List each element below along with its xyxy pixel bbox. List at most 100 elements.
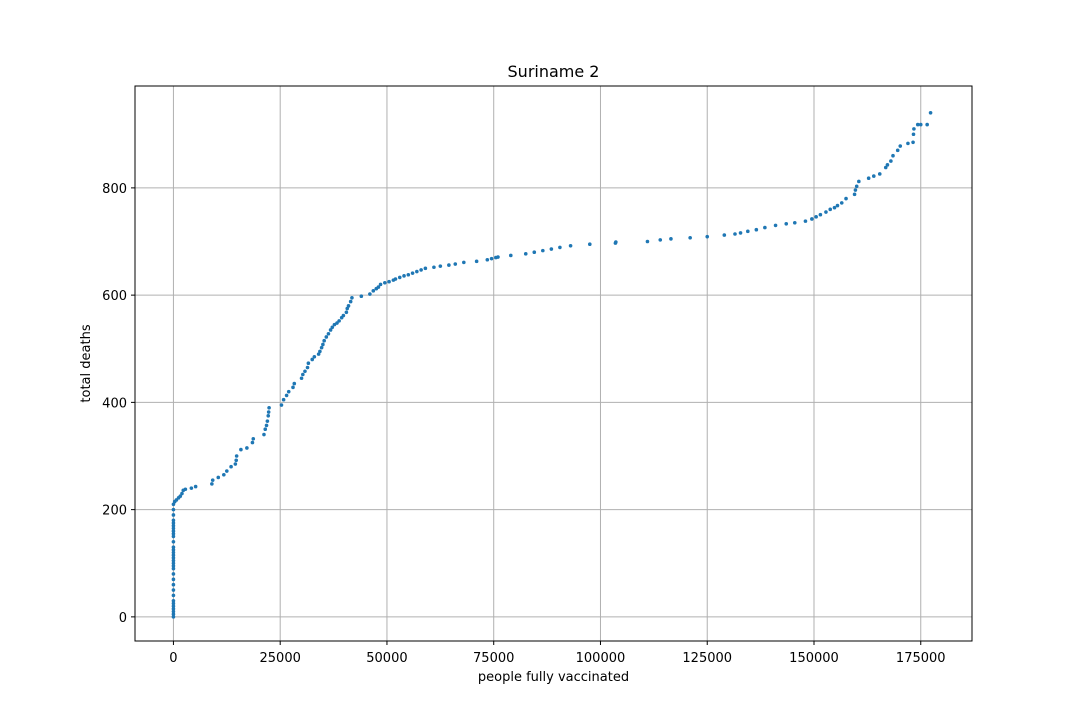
data-point [171,615,176,619]
data-point [368,292,372,296]
data-point [568,243,573,248]
data-point [438,264,443,268]
data-point [587,242,592,246]
data-point [419,268,423,272]
data-point [222,472,226,477]
data-point [171,609,176,614]
data-point [746,229,750,234]
data-point [239,447,243,452]
x-tick-label: 75000 [473,651,514,666]
data-point [171,582,176,587]
data-point [688,235,692,240]
data-point [245,446,249,450]
data-point [303,369,307,374]
data-point [835,203,840,208]
data-point [915,122,920,127]
data-point [558,245,562,250]
data-point [171,553,176,558]
data-point [171,566,176,571]
data-point [171,521,176,525]
data-point [234,454,239,458]
data-point [171,612,176,616]
data-point [891,153,895,158]
data-point [301,372,305,377]
y-axis-ticks: 0 200 400 600 800 [102,182,135,626]
data-point [344,310,349,315]
data-point [171,507,176,512]
data-point [895,148,900,153]
x-tick-label: 0 [169,651,177,666]
data-point [928,111,933,115]
data-point [210,478,215,482]
x-tick-label: 50000 [366,651,407,666]
y-tick-label: 200 [102,504,127,519]
data-point [326,331,331,336]
data-point [337,319,341,323]
data-point [474,259,479,264]
y-tick-label: 0 [119,611,127,626]
data-point [918,122,923,127]
data-point [171,601,176,606]
data-point [387,279,391,284]
data-point [832,205,837,210]
data-point [171,539,176,544]
data-point [738,231,743,235]
data-point [773,223,778,228]
data-point [784,222,789,226]
x-tick-label: 25000 [260,651,301,666]
data-point [532,250,537,255]
data-point [318,349,322,354]
data-point [306,361,311,366]
data-point [171,607,176,611]
data-point [669,237,673,241]
data-point [852,192,857,197]
data-point [299,376,304,381]
data-point [171,534,176,539]
data-point [889,159,893,163]
data-point [393,277,398,281]
data-point [171,526,176,531]
data-point [225,469,229,473]
data-point [171,561,176,566]
data-point [541,248,545,253]
data-point [911,140,915,145]
data-point [754,227,759,232]
data-point [645,239,650,244]
data-point [178,494,183,499]
x-tick-label: 175000 [896,651,946,666]
data-point [415,269,419,274]
data-point [523,252,528,256]
data-point [171,558,176,563]
data-point [792,220,797,225]
data-point [453,262,458,266]
data-point [348,299,353,304]
data-point [906,141,910,146]
data-point [345,306,350,311]
data-point [234,458,239,463]
data-point [898,144,903,148]
y-tick-label: 400 [102,396,127,411]
data-point [658,238,663,242]
data-point [310,357,315,362]
data-point [210,482,214,486]
data-point [322,338,326,343]
data-point [810,217,814,221]
data-point [376,285,381,289]
data-point [378,282,383,287]
y-tick-label: 800 [102,182,127,197]
data-point [189,486,194,490]
data-point [853,188,858,192]
data-point [264,423,269,428]
data-point [312,354,317,359]
data-point [171,531,176,536]
data-point [321,342,325,347]
data-point [328,328,333,332]
data-point [705,234,710,239]
data-point [383,280,387,285]
x-tick-label: 100000 [576,651,626,666]
data-point [406,272,411,277]
data-point [171,564,176,568]
data-point [496,255,500,259]
data-point [291,385,295,390]
data-point [183,487,188,492]
